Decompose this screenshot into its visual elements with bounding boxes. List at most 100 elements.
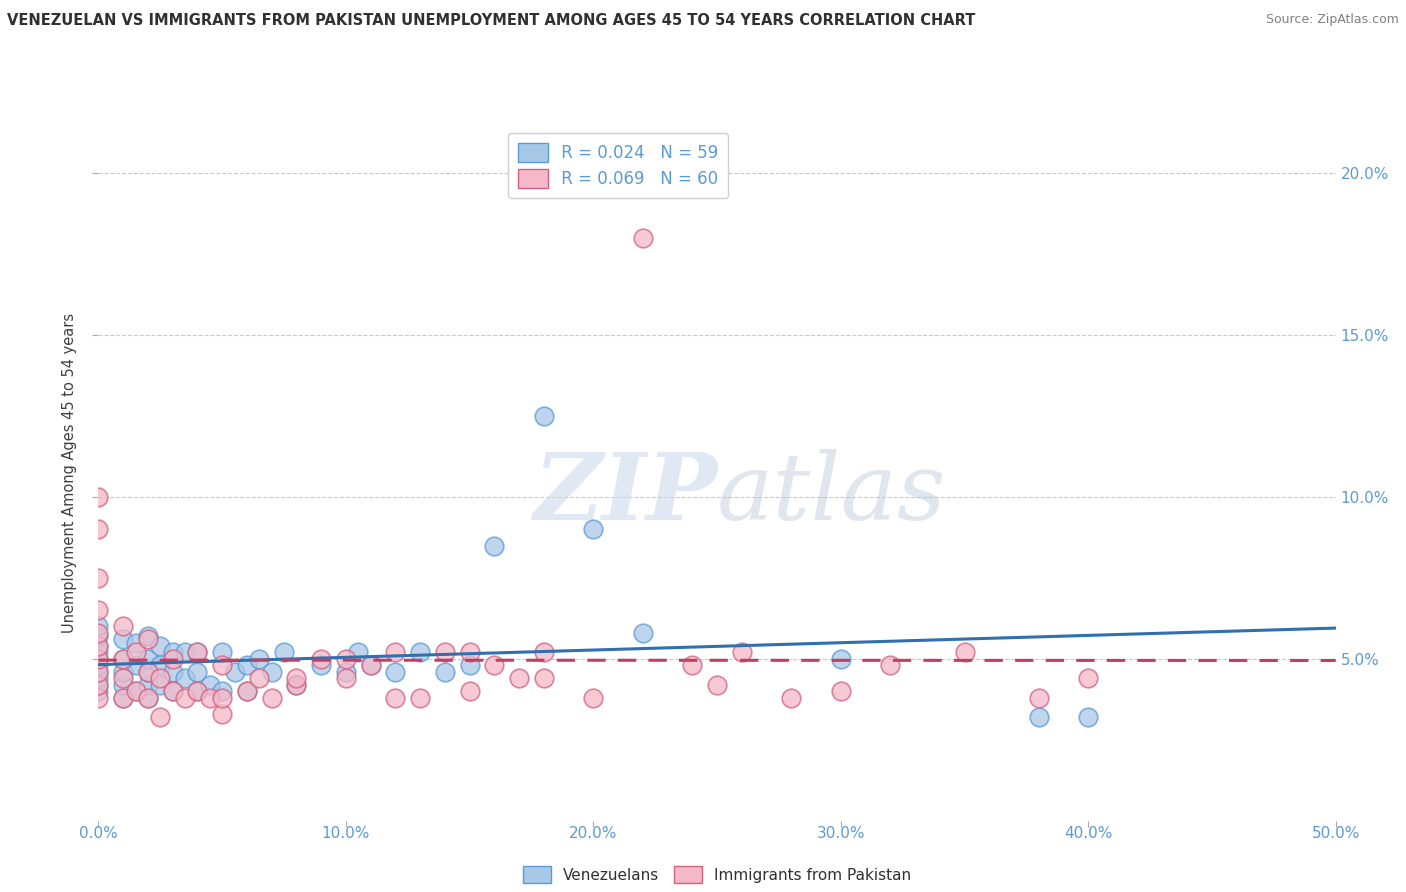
Point xyxy=(87,619,110,633)
Point xyxy=(87,639,110,653)
Point xyxy=(149,678,172,692)
Point xyxy=(236,658,259,673)
Point xyxy=(136,678,159,692)
Point xyxy=(87,684,110,698)
Point xyxy=(631,626,654,640)
Point xyxy=(582,522,605,536)
Point xyxy=(484,539,506,553)
Point xyxy=(1028,710,1050,724)
Point xyxy=(879,658,901,673)
Point xyxy=(87,571,110,585)
Point xyxy=(347,645,370,659)
Point xyxy=(458,645,481,659)
Point xyxy=(830,684,852,698)
Point xyxy=(136,690,159,705)
Point xyxy=(112,665,135,679)
Point xyxy=(87,652,110,666)
Point xyxy=(136,690,159,705)
Point xyxy=(112,632,135,647)
Point xyxy=(211,645,233,659)
Point xyxy=(87,678,110,692)
Point xyxy=(309,658,332,673)
Point xyxy=(149,658,172,673)
Point xyxy=(211,684,233,698)
Point xyxy=(149,710,172,724)
Point xyxy=(186,684,208,698)
Point xyxy=(87,639,110,653)
Point xyxy=(174,645,197,659)
Point xyxy=(533,645,555,659)
Point xyxy=(87,658,110,673)
Point xyxy=(260,690,283,705)
Point xyxy=(112,690,135,705)
Point xyxy=(384,645,406,659)
Point xyxy=(706,678,728,692)
Text: ZIP: ZIP xyxy=(533,449,717,539)
Point xyxy=(224,665,246,679)
Point xyxy=(87,490,110,504)
Point xyxy=(149,639,172,653)
Point xyxy=(247,671,270,685)
Point xyxy=(87,665,110,679)
Point xyxy=(830,652,852,666)
Point xyxy=(124,658,146,673)
Text: VENEZUELAN VS IMMIGRANTS FROM PAKISTAN UNEMPLOYMENT AMONG AGES 45 TO 54 YEARS CO: VENEZUELAN VS IMMIGRANTS FROM PAKISTAN U… xyxy=(7,13,976,29)
Point xyxy=(360,658,382,673)
Point xyxy=(87,522,110,536)
Point xyxy=(136,665,159,679)
Point xyxy=(149,671,172,685)
Point xyxy=(124,635,146,649)
Point xyxy=(136,629,159,643)
Point xyxy=(211,658,233,673)
Point xyxy=(731,645,754,659)
Point xyxy=(112,652,135,666)
Point xyxy=(247,652,270,666)
Point xyxy=(285,678,308,692)
Text: 0.0%: 0.0% xyxy=(79,826,118,841)
Point xyxy=(87,690,110,705)
Text: 50.0%: 50.0% xyxy=(1312,826,1360,841)
Point xyxy=(87,629,110,643)
Point xyxy=(780,690,803,705)
Point xyxy=(384,665,406,679)
Point xyxy=(335,671,357,685)
Point xyxy=(162,684,184,698)
Point xyxy=(87,652,110,666)
Point xyxy=(136,652,159,666)
Point xyxy=(335,665,357,679)
Point xyxy=(162,684,184,698)
Point xyxy=(174,671,197,685)
Point xyxy=(162,665,184,679)
Point xyxy=(360,658,382,673)
Point xyxy=(174,690,197,705)
Point xyxy=(484,658,506,673)
Point xyxy=(87,678,110,692)
Point xyxy=(87,671,110,685)
Point xyxy=(124,645,146,659)
Point xyxy=(1077,671,1099,685)
Point xyxy=(285,671,308,685)
Point xyxy=(186,645,208,659)
Point xyxy=(112,652,135,666)
Point xyxy=(136,665,159,679)
Point xyxy=(953,645,976,659)
Point xyxy=(285,678,308,692)
Text: 10.0%: 10.0% xyxy=(322,826,370,841)
Point xyxy=(533,671,555,685)
Point xyxy=(458,658,481,673)
Point xyxy=(236,684,259,698)
Text: 40.0%: 40.0% xyxy=(1064,826,1112,841)
Point xyxy=(582,690,605,705)
Legend: Venezuelans, Immigrants from Pakistan: Venezuelans, Immigrants from Pakistan xyxy=(517,860,917,889)
Text: Source: ZipAtlas.com: Source: ZipAtlas.com xyxy=(1265,13,1399,27)
Y-axis label: Unemployment Among Ages 45 to 54 years: Unemployment Among Ages 45 to 54 years xyxy=(62,313,77,632)
Point xyxy=(631,231,654,245)
Point xyxy=(186,665,208,679)
Point xyxy=(136,632,159,647)
Point xyxy=(186,645,208,659)
Point xyxy=(198,678,221,692)
Point xyxy=(260,665,283,679)
Point xyxy=(112,619,135,633)
Point xyxy=(533,409,555,424)
Point xyxy=(384,690,406,705)
